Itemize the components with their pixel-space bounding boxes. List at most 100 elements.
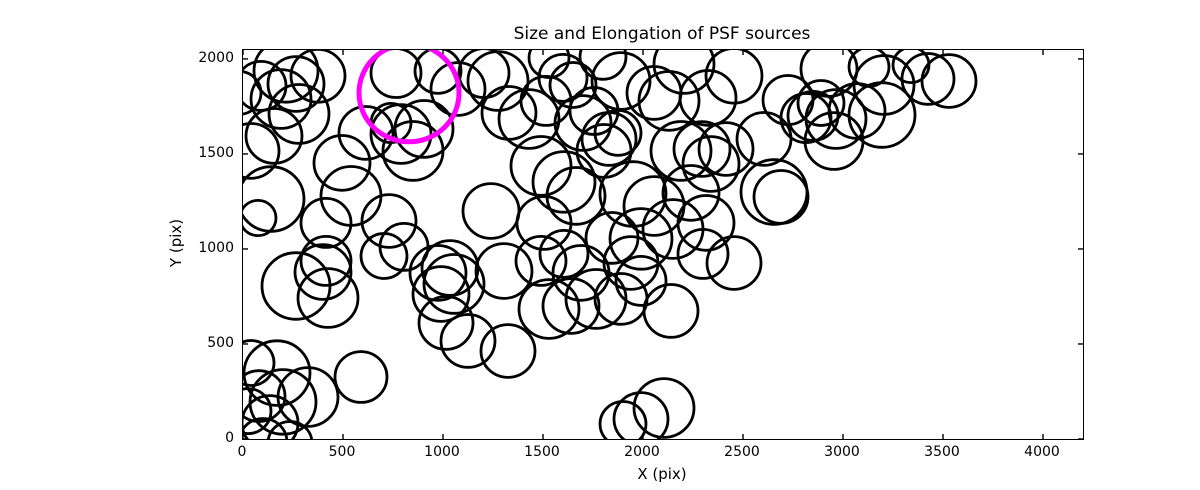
y-tick-label: 1500 [198,144,234,161]
psf-source-circle [466,50,530,112]
psf-source-circle [551,244,611,302]
psf-source-circle [735,111,793,167]
psf-source-circle [704,50,764,105]
psf-source-circle [649,120,713,182]
psf-source-circle [527,50,571,79]
plot-canvas [243,50,1083,439]
psf-source-circle [417,295,475,351]
psf-source-circle [337,105,395,161]
psf-source-circle [289,50,347,104]
psf-source-circle [681,135,741,193]
y-tick-label: 1000 [198,239,234,256]
psf-source-circle [243,70,263,116]
psf-source-circle [541,277,601,335]
psf-source-circle [296,267,360,329]
x-tick-label: 4000 [1024,444,1060,460]
psf-source-circle [632,377,696,439]
x-tick-label: 3500 [924,444,960,460]
psf-source-circle [642,283,700,339]
psf-source-circle [517,278,581,340]
psf-source-circle [786,90,840,142]
psf-source-circle [612,391,670,439]
psf-source-circle [243,417,289,439]
psf-source-circle [515,195,573,251]
plot-title: Size and Elongation of PSF sources [513,24,811,44]
psf-source-circle [293,243,353,301]
psf-source-circle [252,50,320,104]
psf-source-circle [276,366,340,428]
y-tick-label: 0 [225,430,234,446]
x-tick-label: 1500 [524,444,560,460]
highlighted-psf-source-circle [356,50,462,145]
psf-source-circle [796,79,846,127]
psf-source-circle [847,81,917,149]
psf-source-circle [705,235,763,291]
psf-source-circle [243,339,312,407]
psf-source-circle [408,244,468,302]
psf-source-circle [804,88,868,150]
psf-source-circle [243,339,276,387]
psf-source-circle [266,420,314,439]
psf-source-circle [299,196,353,249]
psf-source-circle [598,160,668,228]
psf-source-circle [312,134,372,192]
psf-source-circle [676,194,736,252]
psf-source-circle [381,120,445,182]
psf-source-circle [359,232,409,280]
psf-source-circle [243,165,306,233]
psf-source-circle [243,199,278,237]
psf-source-circle [260,251,332,321]
x-tick-label: 3000 [824,444,860,460]
y-tick-label: 500 [207,334,234,351]
x-axis-label: X (pix) [637,465,687,483]
psf-source-circle [243,122,281,180]
psf-source-circle [249,68,313,130]
y-tick-label: 2000 [198,49,234,66]
psf-source-circle [672,120,732,178]
psf-source-circle [598,400,648,439]
psf-source-circle [457,50,511,99]
psf-source-circle [474,242,534,300]
psf-source-circle [369,50,423,99]
psf-source-circle [461,182,521,240]
psf-source-circle [752,169,810,225]
plot-area [242,49,1084,440]
psf-source-circle [422,253,486,315]
psf-source-circle [267,83,331,145]
psf-source-circle [537,52,589,103]
psf-source-circle [439,313,497,369]
psf-source-circle [497,88,561,150]
y-axis-label: Y (pix) [167,218,185,268]
psf-source-circle [244,107,304,165]
psf-source-circle [920,53,978,109]
psf-source-circle [411,265,471,323]
psf-source-circle [429,61,487,117]
psf-source-circle [514,234,568,287]
psf-source-circle [413,50,463,95]
x-tick-label: 2500 [724,444,760,460]
psf-source-circle [299,234,353,287]
psf-source-circle [900,52,956,106]
psf-source-circle [625,65,683,121]
psf-source-circle [479,323,537,379]
psf-source-circle [568,86,620,136]
psf-source-circle [531,150,597,214]
psf-source-circle [676,227,730,280]
x-tick-label: 1000 [424,444,460,460]
psf-source-circle [661,164,721,222]
x-tick-label: 500 [328,444,356,460]
x-tick-label: 0 [237,444,247,460]
psf-source-circle [538,228,590,279]
psf-source-circle [608,207,674,271]
psf-source-circle [480,85,538,141]
psf-source-circle [243,387,273,435]
psf-source-circle [548,61,598,109]
psf-source-circle [360,193,418,249]
psf-source-circle [739,158,809,226]
x-tick-label: 2000 [624,444,660,460]
psf-source-circle [697,121,755,177]
psf-source-circle [243,369,287,423]
psf-source-circle [333,350,389,404]
psf-source-circle [652,50,716,95]
